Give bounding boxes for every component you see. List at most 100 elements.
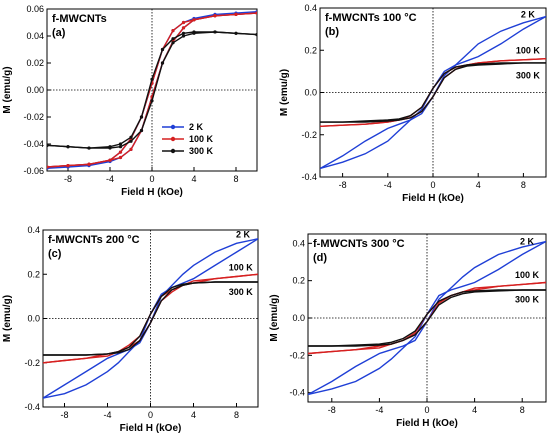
y-tick-label: 0.2 xyxy=(27,269,40,279)
series-300k-point xyxy=(234,31,238,35)
series-300k-point xyxy=(47,143,49,147)
series-300k-ascending-branch xyxy=(320,62,546,123)
series-100k-point xyxy=(118,150,123,154)
x-tick-label: -4 xyxy=(384,180,392,190)
series-300k-point xyxy=(108,145,112,149)
x-tick-label: 8 xyxy=(521,180,526,190)
series-300k-point xyxy=(129,139,133,143)
series-300k-point xyxy=(139,115,144,119)
series-100k-point xyxy=(87,162,91,166)
series-300k-point xyxy=(118,145,123,149)
series-100k-point xyxy=(181,20,186,25)
series-300k-point xyxy=(181,31,186,35)
series-300k-point xyxy=(150,99,154,103)
y-axis-label: M (emu/g) xyxy=(279,69,290,116)
x-tick-label: 0 xyxy=(149,174,154,184)
series-300k-descending-branch xyxy=(43,281,258,356)
series-100k-point xyxy=(181,26,186,30)
y-tick-label: 0.4 xyxy=(292,238,305,248)
series-100k-point xyxy=(192,18,196,22)
legend-marker xyxy=(170,124,176,130)
y-tick-label: -0.4 xyxy=(289,388,305,398)
curve-label: 2 K xyxy=(236,229,251,239)
y-tick-label: 0.0 xyxy=(27,314,40,324)
series-300k-point xyxy=(66,145,70,149)
y-tick-label: 0.04 xyxy=(26,31,44,41)
curve-label: 300 K xyxy=(515,294,540,304)
y-axis-label: M (emu/g) xyxy=(2,295,13,342)
x-tick-label: -8 xyxy=(64,174,72,184)
legend-marker xyxy=(170,148,176,154)
series-300k-point xyxy=(87,146,91,150)
series-group xyxy=(43,238,258,399)
panel-b: -8 -4 0 4 8 -0.4 -0.2 0.0 0.2 0.4 Field H (kOe) M (… xyxy=(279,3,547,204)
series-100k-point xyxy=(129,147,133,151)
x-tick-label: -4 xyxy=(375,405,383,415)
y-tick-label: 0.02 xyxy=(26,58,44,68)
curve-label: 100 K xyxy=(516,45,541,55)
x-axis-label: Field H (kOe) xyxy=(120,423,182,434)
y-tick-label: 0.4 xyxy=(304,3,317,13)
series-300k-ascending-branch xyxy=(308,289,546,347)
series-300k-descending-branch xyxy=(308,289,546,347)
x-tick-label: 0 xyxy=(148,410,153,420)
panel-title: f-MWCNTs xyxy=(52,13,107,25)
panel-c: -8 -4 0 4 8 -0.4 -0.2 0.0 0.2 0.4 Field H (kOe) M (… xyxy=(2,225,259,434)
y-tick-label: 0.2 xyxy=(292,276,305,286)
series-100k-point xyxy=(234,12,238,16)
legend-marker xyxy=(170,136,176,142)
series-300k-point xyxy=(139,128,144,133)
x-tick-label: 8 xyxy=(233,174,238,184)
x-axis-label: Field H (kOe) xyxy=(121,187,183,198)
legend-entry: 2 K xyxy=(189,122,204,132)
x-tick-label: -4 xyxy=(103,410,111,420)
series-100k-point xyxy=(118,155,123,160)
panel-title: f-MWCNTs 200 °C xyxy=(48,234,140,246)
x-tick-label: 0 xyxy=(430,180,435,190)
series-300k-point xyxy=(181,34,186,38)
x-tick-label: -8 xyxy=(339,180,347,190)
y-axis-label: M (emu/g) xyxy=(269,294,280,341)
series-300k-point xyxy=(160,61,165,65)
curve-label: 300 K xyxy=(229,287,254,297)
series-300k-point xyxy=(255,33,257,37)
y-tick-label: -0.2 xyxy=(24,358,40,368)
y-tick-label: 0.4 xyxy=(27,225,40,235)
series-300k-descending-branch xyxy=(320,62,546,123)
x-tick-label: 4 xyxy=(476,180,481,190)
panel-label: (d) xyxy=(313,252,327,264)
series-group xyxy=(308,240,546,396)
series-300k-point xyxy=(171,37,175,41)
y-tick-label: -0.06 xyxy=(23,166,44,176)
panel-title: f-MWCNTs 100 °C xyxy=(325,12,417,24)
x-tick-label: 8 xyxy=(234,410,239,420)
legend-entry: 100 K xyxy=(189,134,214,144)
series-300k-point xyxy=(213,30,217,34)
x-tick-label: 0 xyxy=(424,405,429,415)
x-tick-label: 4 xyxy=(191,410,196,420)
panel-label: (c) xyxy=(48,248,62,260)
y-axis-label: M (emu/g) xyxy=(2,66,13,113)
series-100k-point xyxy=(108,158,112,162)
x-tick-label: 4 xyxy=(472,405,477,415)
panel-d: -8 -4 0 4 8 -0.4 -0.2 0.0 0.2 0.4 Field H (kOe) M (… xyxy=(269,233,547,429)
panel-label: (a) xyxy=(52,27,66,39)
y-tick-label: -0.2 xyxy=(289,350,305,360)
series-100k-point xyxy=(255,11,257,15)
y-tick-label: 0.06 xyxy=(26,4,44,14)
y-tick-label: 0.00 xyxy=(26,85,44,95)
y-tick-label: -0.04 xyxy=(23,139,44,149)
series-300k-point xyxy=(129,135,133,139)
series-group xyxy=(47,10,257,170)
curve-label: 2 K xyxy=(521,9,536,19)
series-300k-point xyxy=(118,142,123,146)
panel-label: (b) xyxy=(325,26,339,38)
series-300k-point xyxy=(160,47,165,52)
y-tick-label: -0.2 xyxy=(301,130,317,140)
curve-label: 100 K xyxy=(515,270,540,280)
x-axis-label: Field H (kOe) xyxy=(396,418,458,429)
series-100k-point xyxy=(171,29,175,33)
curve-label: 2 K xyxy=(520,236,535,246)
series-2k-descending-branch xyxy=(47,11,257,168)
